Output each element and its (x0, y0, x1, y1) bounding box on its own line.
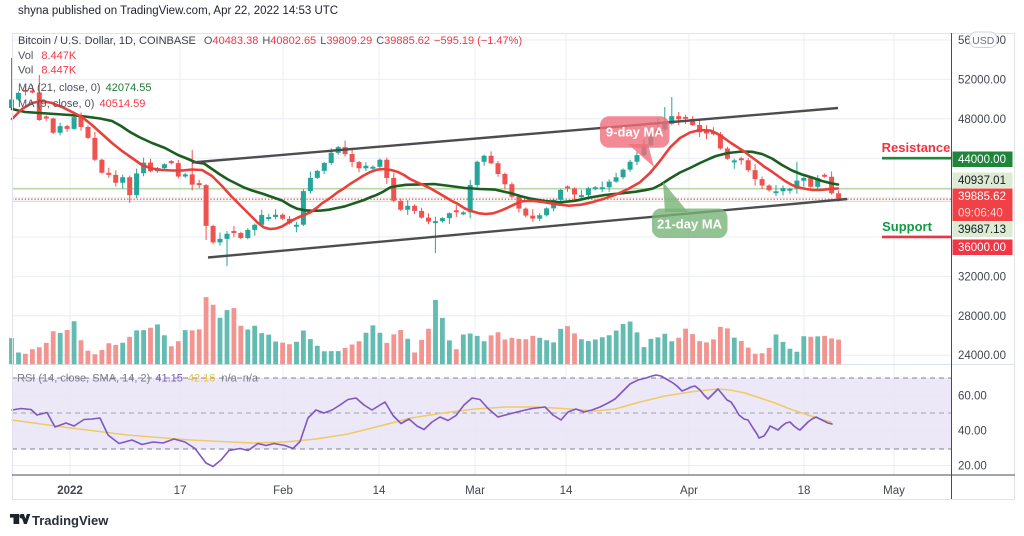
svg-text:44000.00: 44000.00 (958, 154, 1006, 166)
svg-text:39885.62: 39885.62 (958, 191, 1006, 203)
svg-text:14: 14 (560, 485, 573, 497)
svg-text:24000.00: 24000.00 (958, 350, 1006, 362)
svg-text:21-day MA: 21-day MA (657, 217, 723, 232)
svg-text:9-day MA: 9-day MA (606, 125, 664, 140)
svg-text:USD: USD (972, 35, 995, 47)
svg-text:Feb: Feb (273, 485, 293, 497)
svg-text:52000.00: 52000.00 (958, 74, 1006, 86)
svg-text:MA (9, close, 0) 40514.59: MA (9, close, 0) 40514.59 (18, 98, 145, 110)
svg-text:2022: 2022 (57, 485, 83, 497)
svg-text:40.00: 40.00 (958, 426, 987, 438)
svg-text:20.00: 20.00 (958, 461, 987, 473)
svg-text:36000.00: 36000.00 (958, 242, 1006, 254)
svg-text:09:06:40: 09:06:40 (958, 208, 1003, 220)
svg-text:Bitcoin / U.S. Dollar, 1D, COI: Bitcoin / U.S. Dollar, 1D, COINBASE O4048… (18, 35, 522, 47)
svg-text:Support: Support (882, 219, 932, 234)
svg-text:48000.00: 48000.00 (958, 114, 1006, 126)
svg-text:32000.00: 32000.00 (958, 271, 1006, 283)
svg-text:Vol 8.447K: Vol 8.447K (18, 50, 77, 62)
svg-text:Resistance: Resistance (882, 140, 951, 155)
svg-text:TradingView: TradingView (32, 513, 109, 528)
svg-text:18: 18 (798, 485, 811, 497)
svg-text:14: 14 (373, 485, 386, 497)
svg-text:28000.00: 28000.00 (958, 311, 1006, 323)
svg-text:Apr: Apr (680, 485, 698, 497)
svg-text:MA (21, close, 0) 42074.55: MA (21, close, 0) 42074.55 (18, 82, 151, 94)
svg-text:39687.13: 39687.13 (958, 224, 1006, 236)
svg-text:60.00: 60.00 (958, 391, 987, 403)
svg-text:May: May (883, 485, 905, 497)
svg-text:17: 17 (174, 485, 187, 497)
svg-text:RSI (14, close, SMA, 14, 2) 41: RSI (14, close, SMA, 14, 2) 41.15 42.16 n/… (17, 373, 259, 385)
svg-text:40937.01: 40937.01 (958, 175, 1006, 187)
svg-text:Mar: Mar (465, 485, 485, 497)
svg-text:Vol 8.447K: Vol 8.447K (18, 65, 77, 77)
